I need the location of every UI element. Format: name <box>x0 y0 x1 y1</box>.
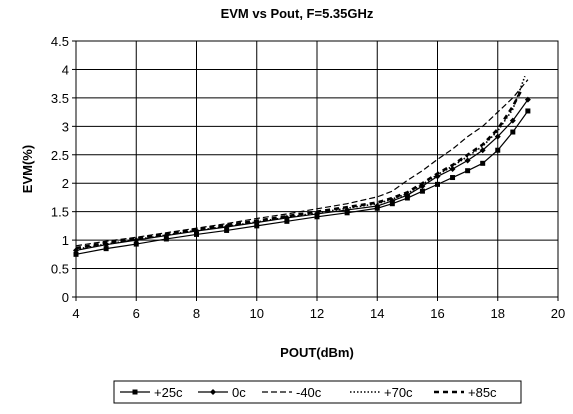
y-tick-label: 2.5 <box>51 148 69 163</box>
x-tick-label: 20 <box>551 306 565 321</box>
y-tick-label: 2 <box>62 176 69 191</box>
legend-entry-85c: +85c <box>434 385 497 400</box>
x-tick-label: 18 <box>491 306 505 321</box>
data-point <box>495 147 501 153</box>
legend-label: +25c <box>154 385 183 400</box>
series-0c <box>73 96 531 254</box>
data-point <box>435 181 440 187</box>
data-point <box>525 108 531 114</box>
chart-title: EVM vs Pout, F=5.35GHz <box>221 6 374 21</box>
data-point <box>509 117 516 124</box>
data-point <box>479 147 486 154</box>
data-point <box>73 251 79 257</box>
series-line-0c <box>75 99 529 251</box>
data-point <box>510 129 516 135</box>
y-tick-label: 3 <box>62 119 69 134</box>
legend-entry-40c: -40c <box>262 385 322 400</box>
data-point <box>194 231 199 237</box>
x-tick-label: 8 <box>193 306 200 321</box>
grid-lines <box>75 40 559 298</box>
series-line-40c <box>75 79 529 247</box>
series-40c <box>75 79 529 247</box>
x-tick-label: 14 <box>370 306 384 321</box>
series-line-25c <box>75 110 529 255</box>
series-line-85c <box>75 88 523 250</box>
legend-label: +85c <box>468 385 497 400</box>
x-tick-label: 12 <box>310 306 324 321</box>
axis-ticks: 0 0.5 1 1.5 2 2.5 3 3.5 4 4.5 4 6 8 10 12 14 16 18 20 <box>51 34 565 321</box>
legend-label: 0c <box>232 385 246 400</box>
data-point <box>103 246 109 252</box>
y-axis-label: EVM(%) <box>20 145 35 193</box>
data-point <box>524 96 531 103</box>
data-point <box>494 133 501 140</box>
data-point <box>480 160 486 166</box>
x-tick-label: 16 <box>430 306 444 321</box>
series-85c <box>75 88 523 250</box>
legend-marker <box>132 389 138 395</box>
y-tick-label: 1 <box>62 233 69 248</box>
y-tick-label: 4 <box>62 62 69 77</box>
series-layer <box>73 75 531 257</box>
data-point <box>374 202 381 209</box>
series-25c <box>73 108 531 257</box>
y-tick-label: 0.5 <box>51 262 69 277</box>
data-point <box>450 175 456 181</box>
legend-box <box>113 380 522 404</box>
data-point <box>465 168 471 174</box>
data-point <box>224 227 230 233</box>
legend-entry-0c: 0c <box>198 385 246 400</box>
legend-entry-70c: +70c <box>350 385 413 400</box>
data-point <box>449 166 456 172</box>
legend-label: +70c <box>384 385 413 400</box>
x-tick-label: 10 <box>250 306 264 321</box>
y-tick-label: 3.5 <box>51 91 69 106</box>
data-point <box>133 241 139 247</box>
x-tick-label: 6 <box>133 306 140 321</box>
data-point <box>419 188 425 194</box>
x-tick-label: 4 <box>72 306 79 321</box>
y-tick-label: 4.5 <box>51 34 69 49</box>
legend: +25c 0c -40c +70c +85c <box>113 380 522 404</box>
data-point <box>254 223 260 229</box>
data-point <box>464 157 471 164</box>
y-tick-label: 0 <box>62 290 69 305</box>
legend-entry-25c: +25c <box>120 385 183 400</box>
data-point <box>284 218 290 224</box>
series-70c <box>75 75 526 250</box>
data-point <box>163 236 169 242</box>
legend-marker <box>210 389 216 395</box>
y-tick-label: 1.5 <box>51 205 69 220</box>
series-line-70c <box>75 75 526 250</box>
x-axis-label: POUT(dBm) <box>280 345 354 360</box>
legend-label: -40c <box>296 385 322 400</box>
